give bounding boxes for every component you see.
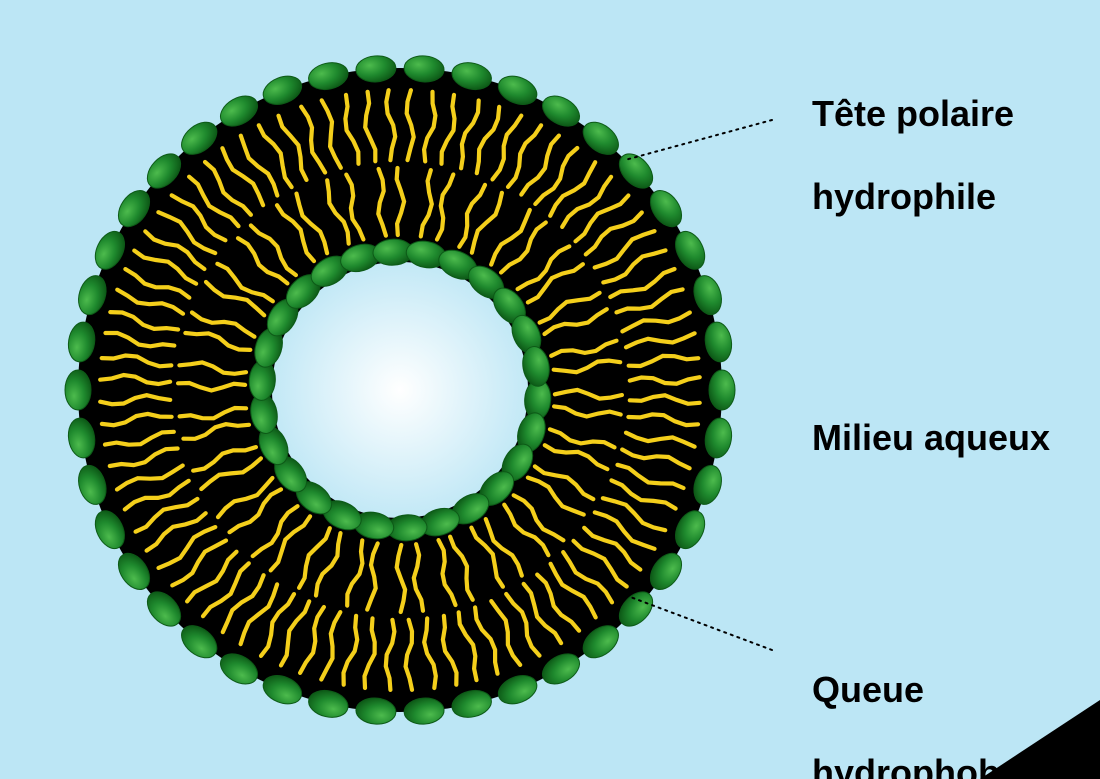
label-polar-head-line1: Tête polaire xyxy=(812,93,1014,134)
label-hydrophobic-tail-line2: hydrophobe xyxy=(812,752,1020,779)
label-polar-head-line2: hydrophile xyxy=(812,176,996,217)
diagram-canvas: Tête polaire hydrophile Milieu aqueux Qu… xyxy=(0,0,1100,779)
label-aqueous-medium-text: Milieu aqueux xyxy=(812,417,1050,458)
label-polar-head: Tête polaire hydrophile xyxy=(772,52,1014,259)
label-aqueous-medium: Milieu aqueux xyxy=(772,376,1050,500)
label-hydrophobic-tail: Queue hydrophobe xyxy=(772,628,1020,779)
label-hydrophobic-tail-line1: Queue xyxy=(812,669,924,710)
